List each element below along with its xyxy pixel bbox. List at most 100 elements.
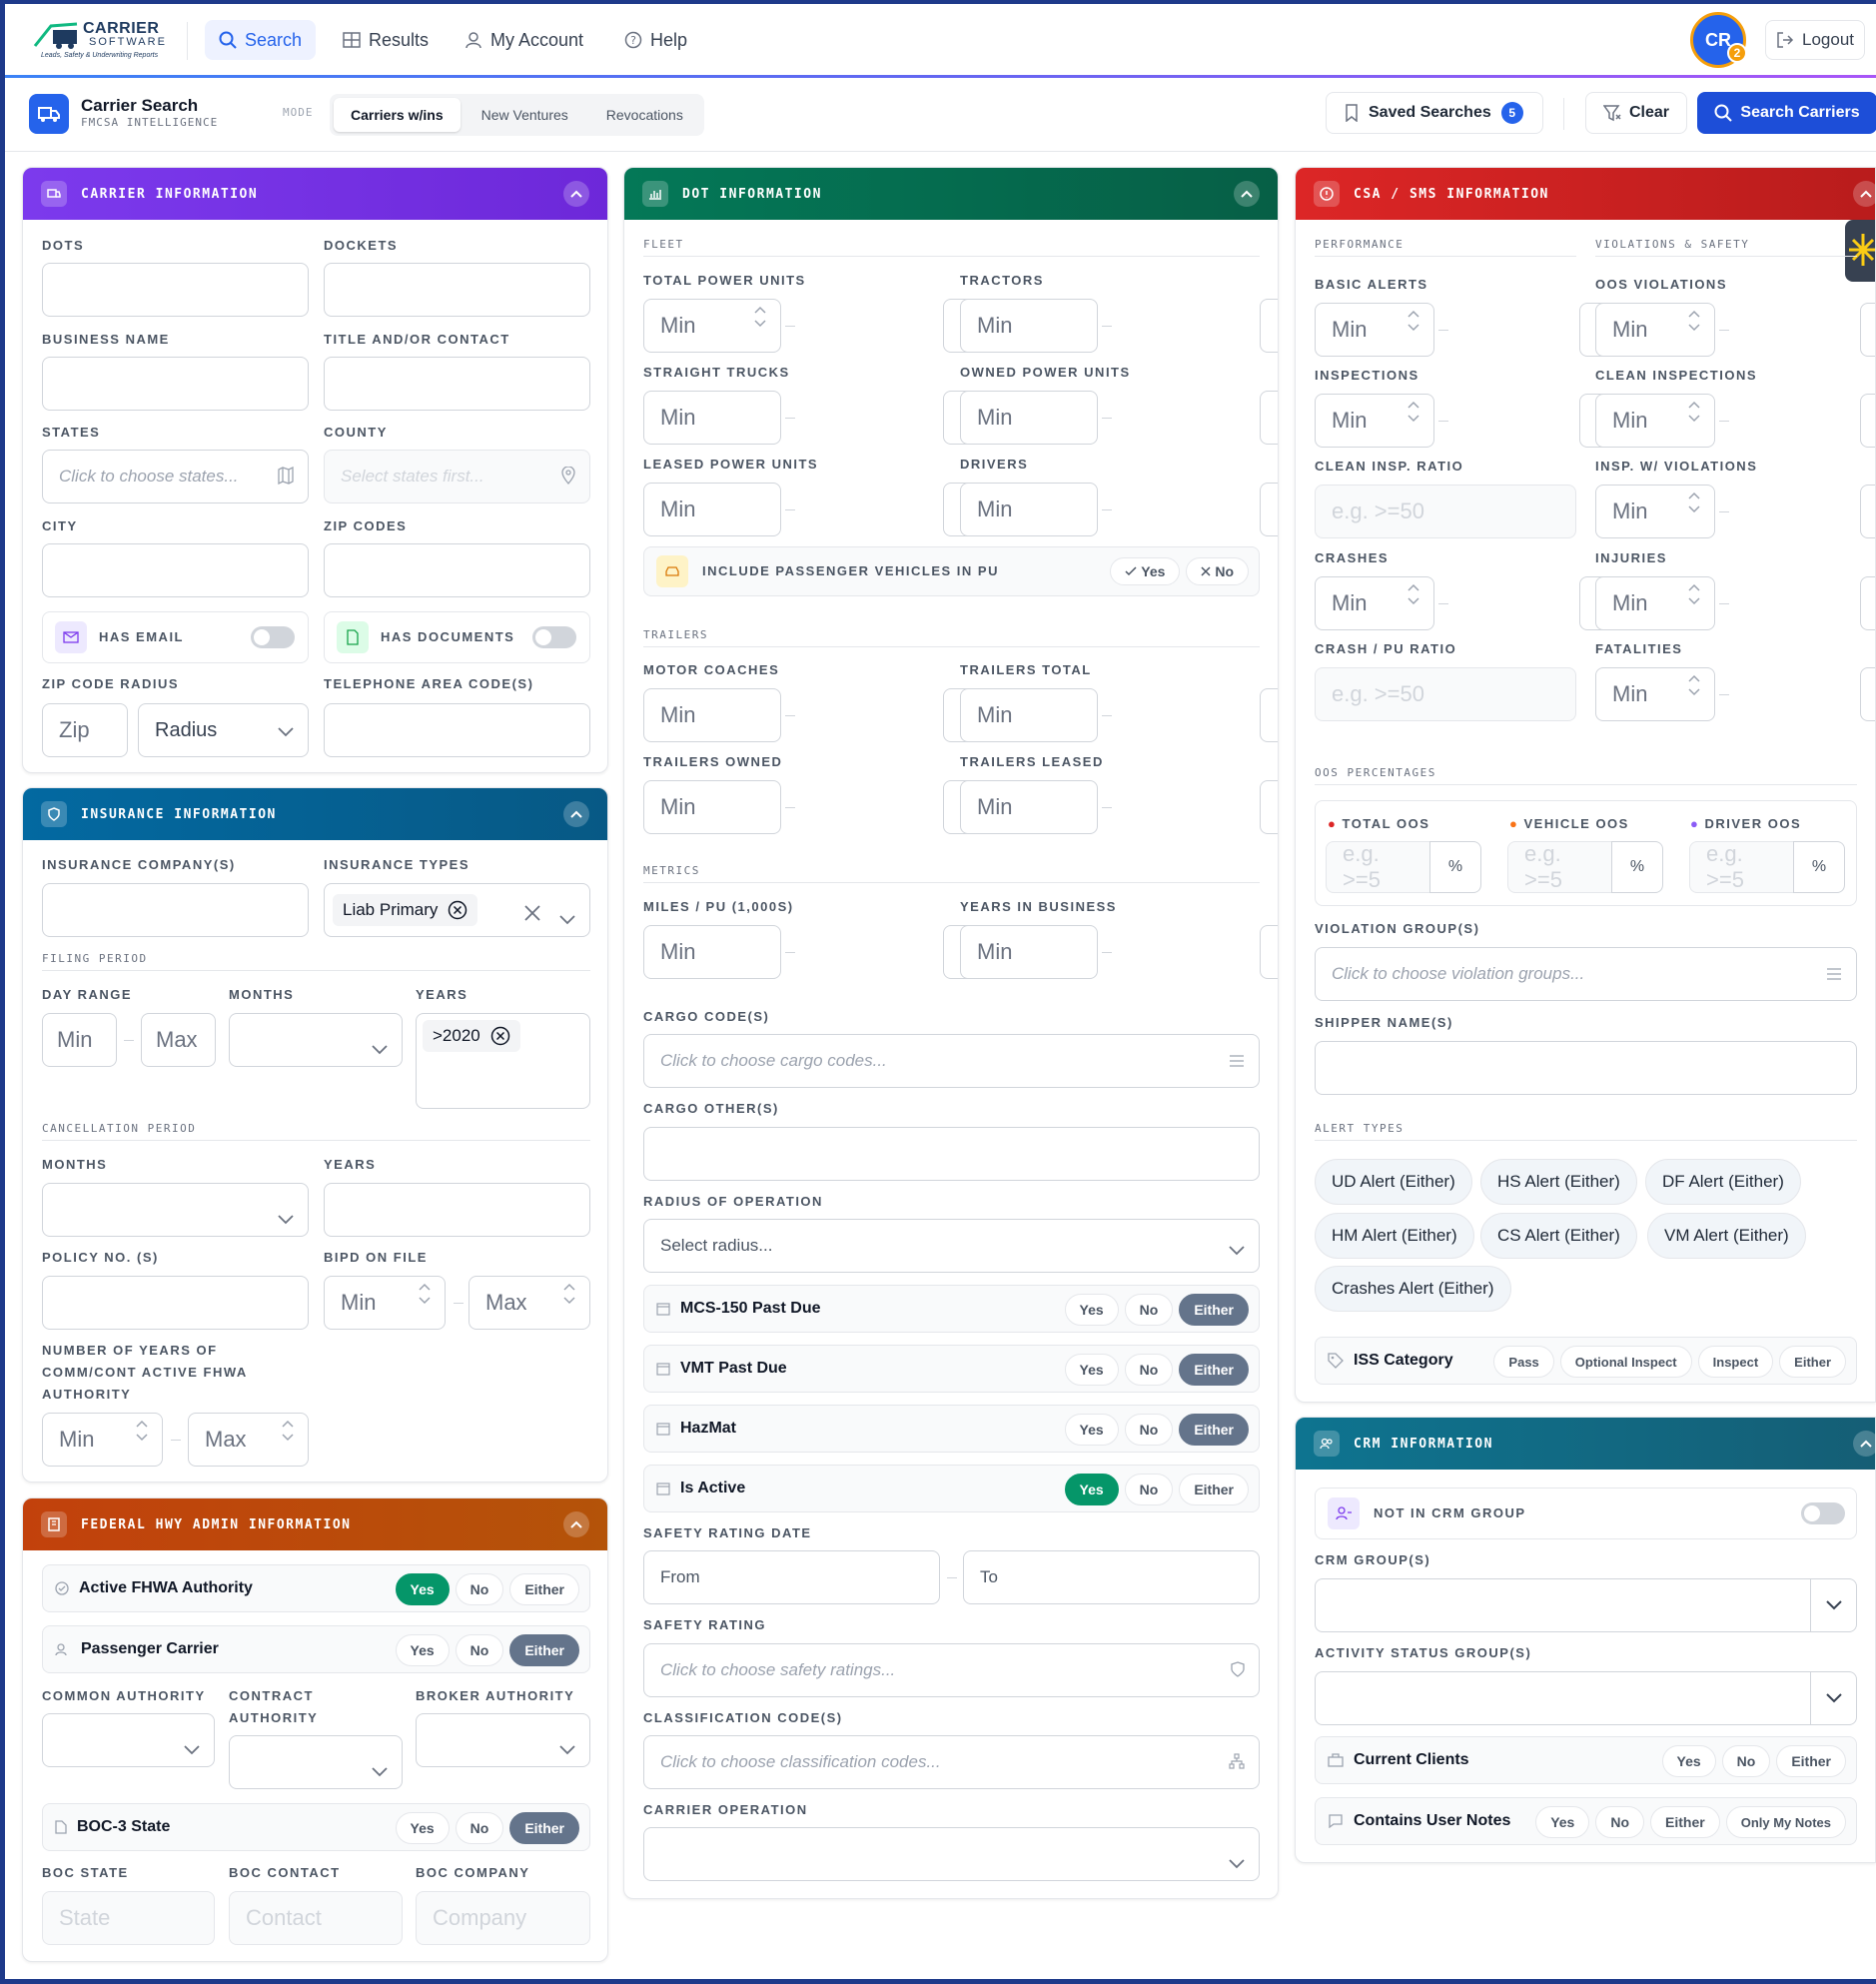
hazmat-yes[interactable]: Yes — [1064, 1414, 1119, 1446]
filing-years-select[interactable]: >2020 — [416, 1013, 590, 1109]
has-documents-toggle[interactable] — [532, 626, 576, 648]
injuries-min[interactable]: Min — [1595, 576, 1715, 630]
crash-pu-input[interactable]: e.g. >=50 — [1315, 667, 1576, 721]
nav-results[interactable]: Results — [329, 20, 443, 60]
insp-violations-max[interactable]: Max — [1860, 485, 1875, 538]
spinner-icon[interactable] — [136, 1420, 148, 1442]
is-active-yes[interactable]: Yes — [1064, 1474, 1119, 1505]
mcs150-either[interactable]: Either — [1179, 1294, 1249, 1326]
owned-power-units-min[interactable]: Min — [960, 391, 1098, 445]
classification-select[interactable]: Click to choose classification codes... — [643, 1735, 1260, 1789]
city-input[interactable] — [42, 543, 309, 597]
spinner-icon[interactable] — [1688, 583, 1700, 605]
leased-power-units-min[interactable]: Min — [643, 483, 781, 536]
passenger-pu-yes[interactable]: Yes — [1110, 557, 1181, 585]
insp-violations-min[interactable]: Min — [1595, 485, 1715, 538]
motor-coaches-min[interactable]: Min — [643, 688, 781, 742]
injuries-max[interactable]: Max — [1860, 576, 1875, 630]
is-active-no[interactable]: No — [1124, 1474, 1174, 1505]
cancel-years-input[interactable] — [324, 1183, 590, 1237]
active-fhwa-either[interactable]: Either — [509, 1573, 579, 1605]
alert-crashes[interactable]: Crashes Alert (Either) — [1315, 1266, 1511, 1312]
nav-account[interactable]: My Account — [451, 20, 597, 60]
trailers-owned-min[interactable]: Min — [643, 780, 781, 834]
basic-alerts-min[interactable]: Min — [1315, 303, 1434, 357]
is-active-either[interactable]: Either — [1179, 1474, 1249, 1505]
years-in-business-max[interactable]: Max — [1260, 925, 1278, 979]
hazmat-no[interactable]: No — [1124, 1414, 1174, 1446]
spinner-icon[interactable] — [563, 1283, 575, 1305]
boc-contact-input[interactable]: Contact — [229, 1891, 403, 1945]
chevron-up-icon[interactable] — [563, 181, 589, 207]
dot-header[interactable]: DOT INFORMATION — [624, 168, 1278, 220]
contract-authority-select[interactable] — [229, 1735, 403, 1789]
years-in-business-min[interactable]: Min — [960, 925, 1098, 979]
day-range-min[interactable]: Min — [42, 1013, 117, 1067]
carrier-operation-select[interactable] — [643, 1827, 1260, 1881]
trailers-leased-max[interactable]: Max — [1260, 780, 1278, 834]
cancel-months-select[interactable] — [42, 1183, 309, 1237]
chevron-up-icon[interactable] — [563, 801, 589, 827]
crm-groups-select[interactable] — [1315, 1578, 1857, 1632]
spinner-icon[interactable] — [1688, 492, 1700, 513]
filing-months-select[interactable] — [229, 1013, 403, 1067]
vehicle-oos-input[interactable]: e.g. >=5 — [1507, 841, 1612, 893]
dots-input[interactable] — [42, 263, 309, 317]
fhwa-header[interactable]: FEDERAL HWY ADMIN INFORMATION — [23, 1498, 607, 1550]
business-name-input[interactable] — [42, 357, 309, 411]
alert-cs[interactable]: CS Alert (Either) — [1480, 1213, 1637, 1259]
alert-vm[interactable]: VM Alert (Either) — [1647, 1213, 1806, 1259]
crm-header[interactable]: CRM INFORMATION — [1296, 1418, 1875, 1470]
vmt-either[interactable]: Either — [1179, 1354, 1249, 1386]
chevron-down-icon[interactable] — [1810, 1672, 1856, 1724]
county-select[interactable]: Select states first... — [324, 450, 590, 503]
spinner-icon[interactable] — [754, 306, 766, 328]
passenger-pu-no[interactable]: No — [1186, 557, 1249, 585]
iss-optional[interactable]: Optional Inspect — [1559, 1346, 1692, 1378]
alert-hm[interactable]: HM Alert (Either) — [1315, 1213, 1474, 1259]
nav-help[interactable]: ? Help — [610, 20, 701, 60]
trailers-total-min[interactable]: Min — [960, 688, 1098, 742]
passenger-yes[interactable]: Yes — [395, 1634, 450, 1666]
spinner-icon[interactable] — [1407, 583, 1419, 605]
saved-searches-button[interactable]: Saved Searches 5 — [1326, 92, 1543, 134]
boc-state-input[interactable]: State — [42, 1891, 215, 1945]
tractors-min[interactable]: Min — [960, 299, 1098, 353]
trailers-leased-min[interactable]: Min — [960, 780, 1098, 834]
boc3-no[interactable]: No — [455, 1812, 504, 1844]
common-authority-select[interactable] — [42, 1713, 215, 1767]
insurance-types-select[interactable]: Liab Primary — [324, 883, 590, 937]
mode-carriers[interactable]: Carriers w/ins — [334, 98, 461, 132]
nav-search[interactable]: Search — [205, 20, 317, 60]
phone-area-input[interactable] — [324, 703, 590, 757]
logo[interactable]: CARRIER SOFTWARE Leads, Safety & Underwr… — [29, 14, 165, 64]
radius-operation-select[interactable]: Select radius... — [643, 1219, 1260, 1273]
hazmat-either[interactable]: Either — [1179, 1414, 1249, 1446]
total-power-units-min[interactable]: Min — [643, 299, 781, 353]
fatalities-min[interactable]: Min — [1595, 667, 1715, 721]
active-fhwa-no[interactable]: No — [455, 1573, 504, 1605]
iss-pass[interactable]: Pass — [1493, 1346, 1554, 1378]
chevron-up-icon[interactable] — [1234, 181, 1260, 207]
chevron-down-icon[interactable] — [1810, 1579, 1856, 1631]
drivers-max[interactable]: Max — [1260, 483, 1278, 536]
remove-chip-icon[interactable] — [448, 900, 468, 920]
shipper-names-input[interactable] — [1315, 1041, 1857, 1095]
safety-rating-select[interactable]: Click to choose safety ratings... — [643, 1643, 1260, 1697]
not-in-crm-toggle[interactable] — [1801, 1502, 1845, 1524]
vmt-no[interactable]: No — [1124, 1354, 1174, 1386]
remove-chip-icon[interactable] — [490, 1026, 510, 1046]
user-notes-either[interactable]: Either — [1650, 1806, 1720, 1838]
fatalities-max[interactable]: Max — [1860, 667, 1875, 721]
csa-header[interactable]: CSA / SMS INFORMATION — [1296, 168, 1875, 220]
spinner-icon[interactable] — [1407, 401, 1419, 423]
spinner-icon[interactable] — [1688, 674, 1700, 696]
zip-codes-input[interactable] — [324, 543, 590, 597]
broker-authority-select[interactable] — [416, 1713, 590, 1767]
user-notes-no[interactable]: No — [1595, 1806, 1645, 1838]
bipd-max[interactable]: Max — [469, 1276, 590, 1330]
side-widget[interactable] — [1845, 220, 1875, 282]
alert-hs[interactable]: HS Alert (Either) — [1480, 1159, 1637, 1205]
iss-either[interactable]: Either — [1779, 1346, 1846, 1378]
oos-violations-max[interactable]: Max — [1860, 303, 1875, 357]
